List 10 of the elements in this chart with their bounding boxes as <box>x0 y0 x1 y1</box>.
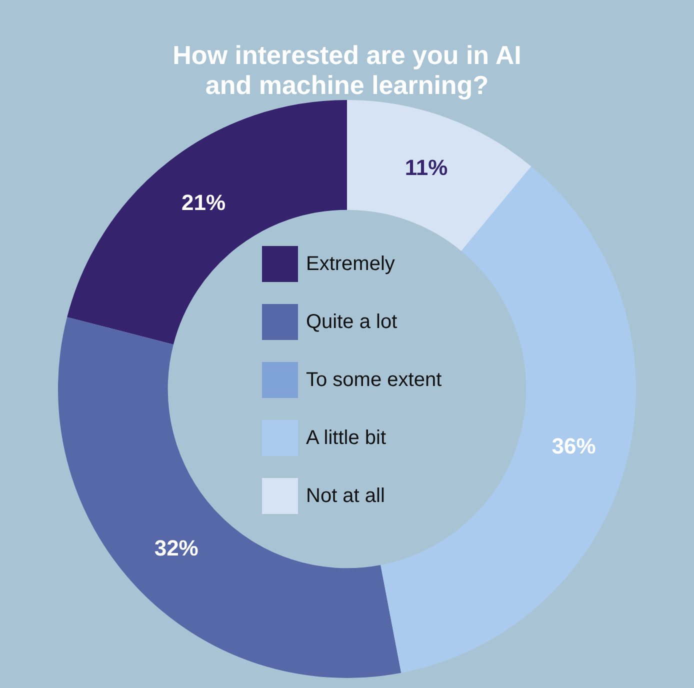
data-label: 11% <box>404 154 448 180</box>
legend-label: Quite a lot <box>306 310 398 334</box>
legend-label: To some extent <box>306 368 442 392</box>
legend-label: A little bit <box>306 426 386 450</box>
data-label: 21% <box>182 190 226 216</box>
data-label: 36% <box>552 433 596 458</box>
data-label: 32% <box>154 535 198 560</box>
legend-label: Not at all <box>306 484 385 508</box>
chart-title: How interested are you in AI and machine learning? <box>172 40 522 100</box>
legend-label: Extremely <box>306 252 395 276</box>
